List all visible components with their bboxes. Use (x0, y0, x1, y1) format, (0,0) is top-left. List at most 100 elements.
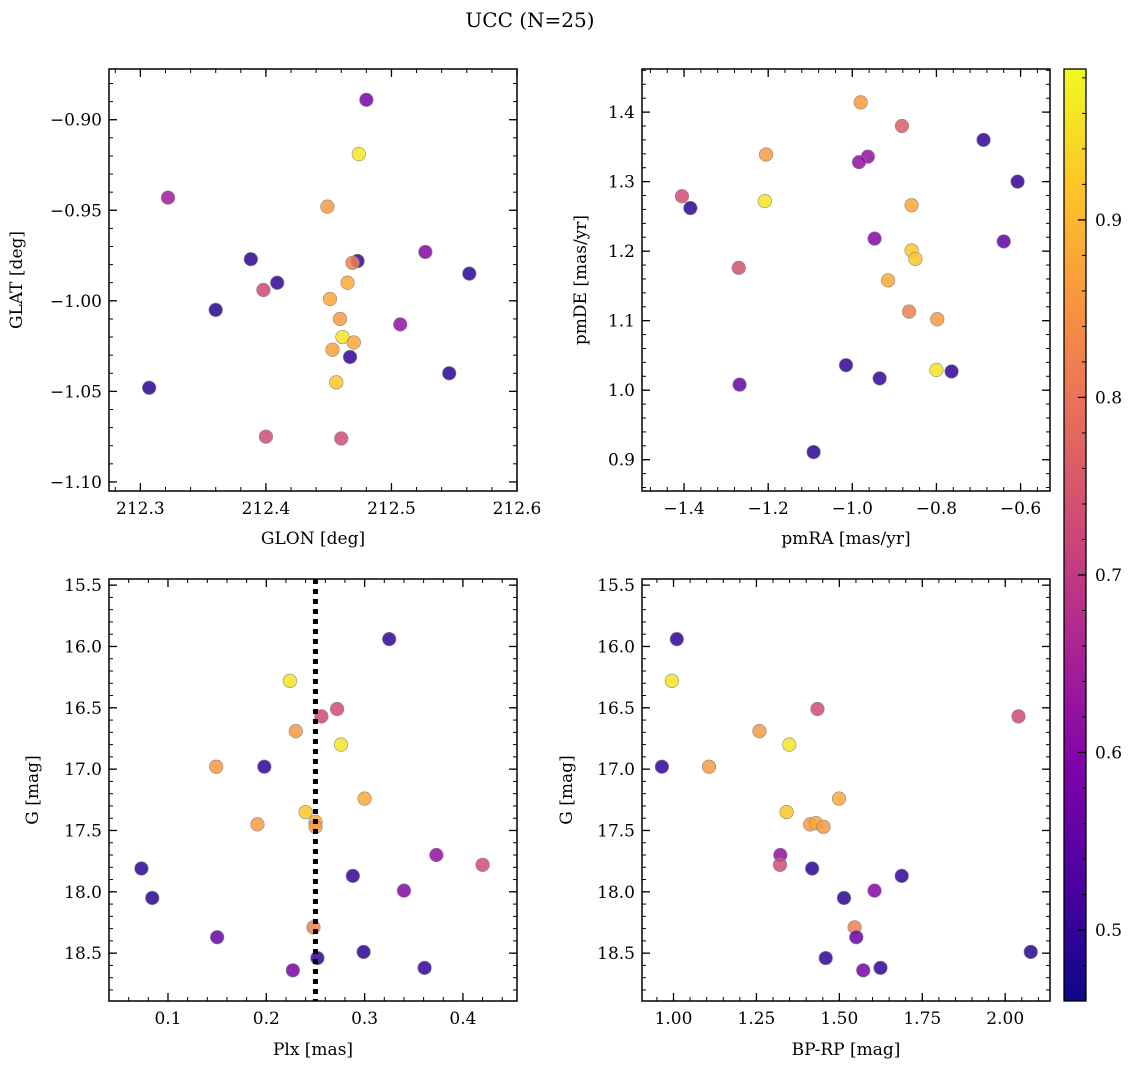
x-tick-label: 0.2 (253, 1009, 280, 1029)
scatter-point (996, 234, 1011, 249)
panel-1-ylabel: pmDE [mas/yr] (571, 215, 591, 345)
scatter-point (701, 759, 717, 774)
y-tick-label: 17.5 (597, 821, 635, 841)
panel-plx-g: 0.1 0.2 0.3 0.4 15.5 16.0 16.5 17.0 17.5 18.0 18.5… (23, 576, 518, 1060)
scatter-point (929, 362, 944, 378)
colorbar: 0.5 0.6 0.7 0.8 0.9 (1063, 68, 1122, 1002)
scatter-point (288, 724, 303, 739)
figure-title: UCC (N=25) (465, 8, 594, 32)
scatter-point (332, 311, 348, 327)
scatter-point (382, 632, 397, 647)
scatter-point (442, 366, 457, 381)
scatter-point (758, 147, 774, 162)
panel-1-frame (641, 68, 1051, 492)
panel-2-points (134, 579, 490, 1001)
scatter-point (462, 266, 477, 281)
scatter-point (396, 883, 412, 898)
scatter-point (322, 291, 338, 307)
scatter-point (356, 944, 371, 960)
scatter-point (298, 804, 313, 820)
scatter-point (345, 868, 360, 883)
scatter-point (731, 260, 746, 275)
scatter-point (872, 371, 887, 386)
scatter-point (475, 857, 490, 872)
panel-glon-glat: 212.3 212.4 212.5 212.6 −0.90 −0.95 −1.00 −1.05… (7, 68, 542, 549)
colorbar-tick-label: 0.6 (1095, 743, 1122, 763)
y-tick-label: 18.0 (64, 883, 102, 903)
scatter-point (772, 857, 788, 872)
colorbar-tick-label: 0.8 (1095, 388, 1122, 408)
panel-2-frame (108, 578, 518, 1002)
scatter-point (904, 198, 919, 213)
x-tick-label: −0.6 (1000, 499, 1041, 519)
panel-0-points (142, 92, 477, 446)
scatter-point (333, 737, 349, 752)
scatter-point (1010, 174, 1025, 189)
y-tick-label: −0.95 (50, 201, 102, 221)
x-tick-label: 212.4 (242, 499, 291, 519)
y-tick-label: −1.10 (50, 473, 102, 493)
scatter-point (346, 335, 361, 350)
x-tick-label: 212.3 (116, 499, 165, 519)
scatter-point (250, 817, 265, 832)
scatter-point (944, 364, 959, 379)
panel-pmra-pmde: −1.4 −1.2 −1.0 −0.8 −0.6 0.9 1.0 1.1 1.2 1.3 1.4 p… (571, 68, 1051, 549)
scatter-point (664, 673, 679, 688)
x-tick-label: 2.00 (986, 1009, 1024, 1029)
y-tick-label: 15.5 (64, 576, 102, 596)
x-tick-label: 0.3 (351, 1009, 378, 1029)
y-tick-label: 16.0 (597, 637, 635, 657)
y-tick-label: 1.4 (608, 103, 635, 123)
panel-2-ylabel: G [mag] (23, 755, 43, 824)
scatter-point (853, 95, 868, 110)
scatter-point (210, 930, 225, 945)
scatter-point (258, 429, 274, 444)
scatter-point (325, 342, 340, 357)
panel-2-grid-ticks: 0.1 0.2 0.3 0.4 15.5 16.0 16.5 17.0 17.5 18.0 18.5 (64, 576, 517, 1029)
colorbar-tick-label: 0.5 (1095, 921, 1122, 941)
scatter-point (145, 890, 160, 906)
scatter-point (654, 759, 670, 774)
y-tick-label: −1.05 (50, 382, 102, 402)
panel-3-ylabel: G [mag] (557, 755, 577, 824)
x-tick-label: 0.4 (449, 1009, 476, 1029)
scatter-point (867, 231, 882, 246)
panel-0-xlabel: GLON [deg] (261, 529, 365, 549)
scatter-point (930, 312, 945, 327)
scatter-point (329, 701, 345, 717)
panel-0-frame (108, 68, 518, 492)
scatter-point (142, 380, 157, 395)
scatter-point (838, 358, 854, 373)
scatter-point (752, 724, 767, 739)
panel-2-xlabel: Plx [mas] (273, 1040, 353, 1060)
scatter-point (417, 960, 432, 975)
panel-0-ylabel: GLAT [deg] (7, 231, 27, 329)
scatter-point (818, 950, 833, 966)
panel-3-points (654, 632, 1038, 978)
y-tick-label: 18.5 (597, 944, 635, 964)
x-tick-label: −1.4 (663, 499, 704, 519)
x-tick-label: 0.1 (154, 1009, 181, 1029)
y-tick-label: 18.5 (64, 944, 102, 964)
x-tick-label: 212.5 (367, 499, 416, 519)
scatter-point (340, 275, 355, 290)
panel-1-xlabel: pmRA [mas/yr] (781, 529, 910, 549)
x-tick-label: −1.0 (832, 499, 873, 519)
scatter-point (257, 759, 272, 774)
scatter-point (867, 883, 882, 898)
scatter-point (160, 190, 176, 205)
x-tick-label: −1.2 (748, 499, 789, 519)
scatter-point (334, 431, 349, 446)
scatter-point (285, 963, 300, 978)
x-tick-label: 1.75 (903, 1009, 941, 1029)
scatter-point (873, 960, 888, 975)
scatter-point (351, 147, 366, 162)
x-tick-label: 212.6 (493, 499, 542, 519)
x-tick-label: 1.50 (820, 1009, 858, 1029)
colorbar-gradient (1063, 68, 1087, 1002)
scatter-point (208, 302, 223, 317)
colorbar-tick-label: 0.9 (1095, 211, 1122, 231)
y-tick-label: 16.5 (597, 699, 635, 719)
scatter-point (359, 92, 374, 107)
